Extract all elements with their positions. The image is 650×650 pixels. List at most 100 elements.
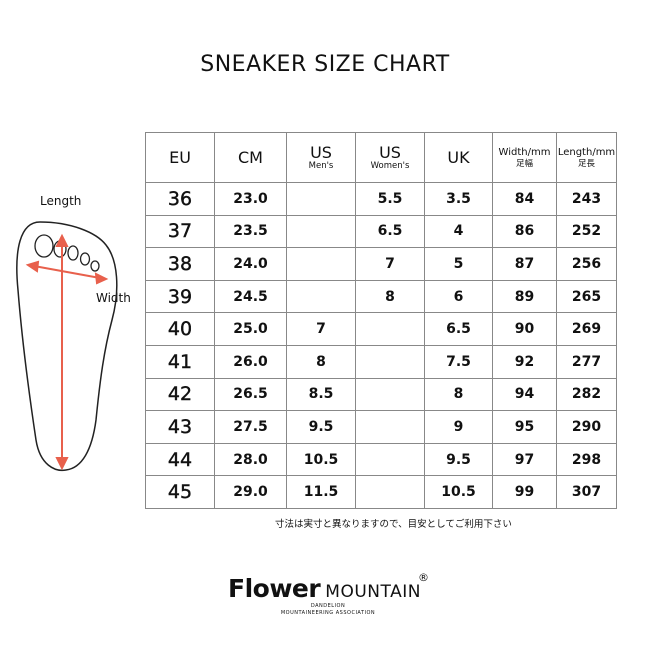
column-header: Width/mm 足幅 xyxy=(492,132,557,183)
table-cell: 44 xyxy=(145,442,215,477)
logo-tagline-1: DANDELION xyxy=(310,603,346,609)
table-cell: 265 xyxy=(556,279,617,314)
table-cell: 8 xyxy=(286,344,356,379)
table-cell: 39 xyxy=(145,279,215,314)
table-cell xyxy=(355,442,425,477)
table-cell: 26.5 xyxy=(214,377,287,412)
table-cell xyxy=(286,214,356,249)
table-cell: 5 xyxy=(424,247,493,281)
table-cell: 28.0 xyxy=(214,442,287,477)
column-header-label: US xyxy=(310,142,332,162)
table-cell: 8.5 xyxy=(286,377,356,412)
table-cell: 37 xyxy=(145,214,215,249)
column-header-label: UK xyxy=(447,147,470,167)
column-header: Length/mm 足長 xyxy=(556,132,617,183)
table-cell: 7 xyxy=(355,247,425,281)
table-cell: 97 xyxy=(492,442,557,477)
table-row: 40 25.0 7 6.5 90 269 xyxy=(145,312,617,346)
column-header: UK xyxy=(424,132,493,183)
table-cell: 9 xyxy=(424,410,493,444)
table-cell: 282 xyxy=(556,377,617,412)
width-label: Width xyxy=(96,291,131,305)
table-cell: 290 xyxy=(556,410,617,444)
table-cell: 277 xyxy=(556,344,617,379)
table-cell: 94 xyxy=(492,377,557,412)
column-header-sub: Men's xyxy=(308,160,334,171)
table-row: 43 27.5 9.5 9 95 290 xyxy=(145,410,617,444)
table-row: 45 29.0 11.5 10.5 99 307 xyxy=(145,475,617,509)
table-row: 44 28.0 10.5 9.5 97 298 xyxy=(145,442,617,477)
table-cell xyxy=(286,247,356,281)
table-row: 37 23.5 6.5 4 86 252 xyxy=(145,214,617,249)
table-cell: 252 xyxy=(556,214,617,249)
table-cell: 29.0 xyxy=(214,475,287,509)
table-cell: 5.5 xyxy=(355,182,425,216)
table-row: 36 23.0 5.5 3.5 84 243 xyxy=(145,182,617,216)
table-cell: 89 xyxy=(492,279,557,314)
table-cell: 3.5 xyxy=(424,182,493,216)
table-cell: 11.5 xyxy=(286,475,356,509)
table-cell: 41 xyxy=(145,344,215,379)
logo-tagline-2: MOUNTAINEERING ASSOCIATION xyxy=(280,610,376,616)
column-header-sub: 足長 xyxy=(577,158,595,169)
size-table: EU CM US Men's US Women's UK Width/mm 足幅 Length/m… xyxy=(145,132,617,509)
table-cell: 86 xyxy=(492,214,557,249)
table-cell: 4 xyxy=(424,214,493,249)
width-arrow xyxy=(25,260,109,285)
table-cell: 92 xyxy=(492,344,557,379)
table-cell: 95 xyxy=(492,410,557,444)
column-header-label: Length/mm xyxy=(557,146,616,158)
table-cell: 10.5 xyxy=(286,442,356,477)
column-header-sub: 足幅 xyxy=(515,158,533,169)
table-cell: 43 xyxy=(145,410,215,444)
header-row: EU CM US Men's US Women's UK Width/mm 足幅 Length/m… xyxy=(145,132,617,183)
registered-icon: ® xyxy=(418,571,429,584)
table-cell xyxy=(286,279,356,314)
foot-outline xyxy=(16,221,118,472)
length-label: Length xyxy=(40,194,82,208)
table-cell: 40 xyxy=(145,312,215,346)
toe-icons xyxy=(34,234,100,272)
logo-brand: Flower xyxy=(228,574,321,603)
table-cell: 26.0 xyxy=(214,344,287,379)
table-cell: 8 xyxy=(355,279,425,314)
table-cell: 23.0 xyxy=(214,182,287,216)
table-cell: 27.5 xyxy=(214,410,287,444)
table-row: 42 26.5 8.5 8 94 282 xyxy=(145,377,617,412)
table-cell: 6 xyxy=(424,279,493,314)
table-cell: 24.5 xyxy=(214,279,287,314)
column-header-label: EU xyxy=(169,147,191,167)
table-cell: 8 xyxy=(424,377,493,412)
table-cell: 45 xyxy=(145,475,215,509)
table-cell: 7.5 xyxy=(424,344,493,379)
table-cell: 298 xyxy=(556,442,617,477)
table-cell: 9.5 xyxy=(424,442,493,477)
table-cell: 307 xyxy=(556,475,617,509)
logo-name: MOUNTAIN xyxy=(325,582,421,602)
table-cell: 99 xyxy=(492,475,557,509)
table-cell: 87 xyxy=(492,247,557,281)
table-cell: 42 xyxy=(145,377,215,412)
table-cell xyxy=(355,377,425,412)
table-cell xyxy=(286,182,356,216)
column-header-label: CM xyxy=(238,147,263,167)
table-cell: 9.5 xyxy=(286,410,356,444)
column-header-sub: Women's xyxy=(370,160,410,171)
brand-logo: Flower MOUNTAIN ® DANDELION MOUNTAINEERI… xyxy=(228,571,429,617)
table-cell xyxy=(355,475,425,509)
table-cell: 6.5 xyxy=(424,312,493,346)
table-cell: 269 xyxy=(556,312,617,346)
table-cell: 90 xyxy=(492,312,557,346)
table-row: 39 24.5 8 6 89 265 xyxy=(145,279,617,314)
column-header: US Women's xyxy=(355,132,425,183)
table-cell: 23.5 xyxy=(214,214,287,249)
page-title: SNEAKER SIZE CHART xyxy=(200,52,450,77)
table-cell: 36 xyxy=(145,182,215,216)
table-cell xyxy=(355,344,425,379)
table-cell: 25.0 xyxy=(214,312,287,346)
disclaimer-note: 寸法は実寸と異なりますので、目安としてご利用下さい xyxy=(275,519,512,530)
column-header: EU xyxy=(145,132,215,183)
length-arrow xyxy=(55,233,69,471)
table-cell xyxy=(355,410,425,444)
